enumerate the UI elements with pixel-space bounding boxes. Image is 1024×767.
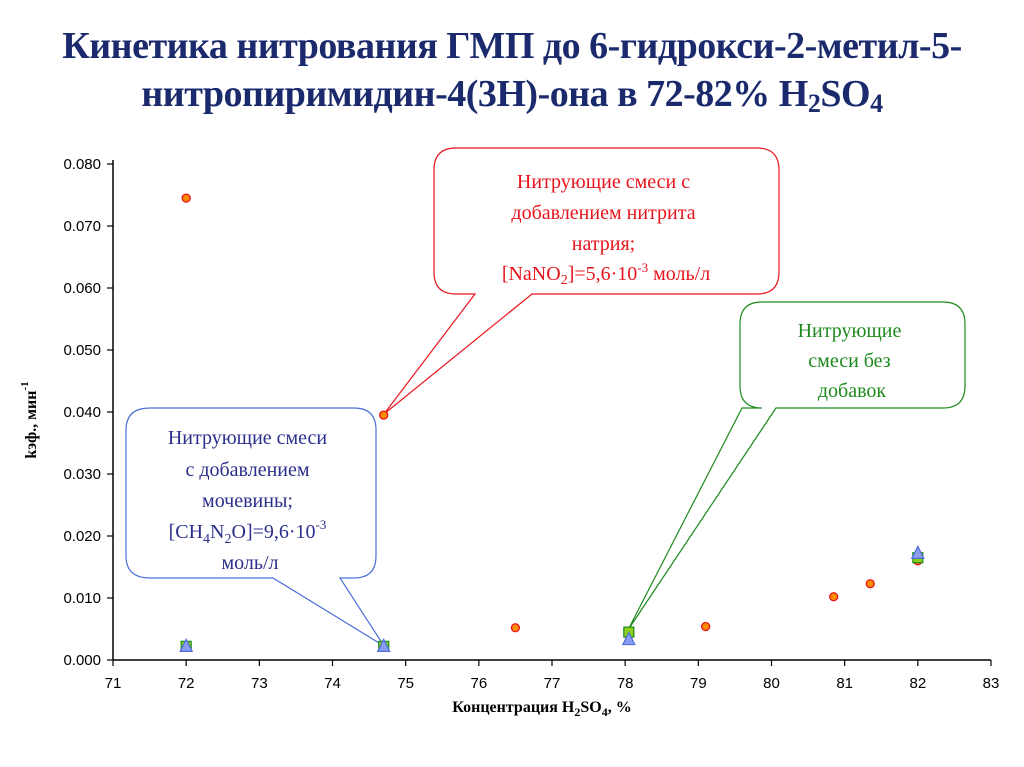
- data-point: [379, 410, 389, 420]
- x-axis-title: Концентрация H2SO4, %: [452, 699, 631, 719]
- x-tick-label: 72: [178, 675, 195, 692]
- y-tick-label: 0.020: [63, 528, 101, 545]
- data-point: [829, 592, 839, 602]
- svg-text:Нитрующие смеси без: Нитрующие смеси без добавок: [798, 320, 907, 402]
- y-axis: 0.000 0.010 0.020 0.030 0.040 0.050 0.060 0.070…: [63, 156, 114, 669]
- y-tick-label: 0.000: [63, 652, 101, 669]
- callout-urea: Нитрующие смеси с добавлением мочевины; …: [125, 407, 385, 647]
- x-tick-label: 81: [836, 675, 853, 692]
- y-axis-title: kэф., мин-1: [19, 381, 40, 458]
- x-tick-label: 74: [324, 675, 341, 692]
- y-tick-label: 0.010: [63, 590, 101, 607]
- data-point: [181, 193, 191, 203]
- svg-text:Нитрующие смеси с добавл: Нитрующие смеси с добавлением мочевины; …: [168, 427, 332, 574]
- y-tick-label: 0.040: [63, 404, 101, 421]
- x-axis: 71 72 73 74 75 76 77 78 79 80 81 82 83: [105, 659, 1000, 692]
- callout-no-additives: Нитрующие смеси без добавок: [627, 301, 966, 631]
- data-points: [179, 193, 925, 652]
- x-tick-label: 75: [397, 675, 414, 692]
- x-tick-label: 77: [544, 675, 561, 692]
- data-point: [621, 631, 636, 646]
- data-point: [865, 579, 875, 589]
- x-tick-label: 71: [105, 675, 122, 692]
- data-point: [376, 638, 391, 652]
- title-line-1: Кинетика нитрования ГМП до 6-гидрокси-2-…: [62, 25, 962, 67]
- series-triangle: [179, 545, 925, 652]
- svg-text:Нитрующие смеси с добавл: Нитрующие смеси с добавлением нитрита на…: [502, 171, 710, 288]
- y-tick-label: 0.050: [63, 342, 101, 359]
- x-tick-label: 79: [690, 675, 707, 692]
- slide-title: Кинетика нитрования ГМП до 6-гидрокси-2-…: [0, 22, 1024, 118]
- data-point: [910, 545, 925, 559]
- y-tick-label: 0.070: [63, 218, 101, 235]
- x-tick-label: 78: [617, 675, 634, 692]
- data-point: [510, 623, 521, 633]
- data-point: [701, 621, 711, 632]
- title-line-2: нитропиримидин-4(3Н)-она в 72-82% H2SO4: [141, 73, 883, 118]
- y-tick-label: 0.080: [63, 156, 101, 173]
- x-tick-label: 73: [251, 675, 268, 692]
- y-tick-label: 0.060: [63, 280, 101, 297]
- x-tick-label: 76: [470, 675, 487, 692]
- data-point: [179, 638, 194, 652]
- callout-nitrite: Нитрующие смеси с добавлением нитрита на…: [383, 147, 780, 415]
- y-tick-label: 0.030: [63, 466, 101, 483]
- x-tick-label: 82: [909, 675, 926, 692]
- x-tick-label: 83: [983, 675, 1000, 692]
- x-tick-label: 80: [763, 675, 780, 692]
